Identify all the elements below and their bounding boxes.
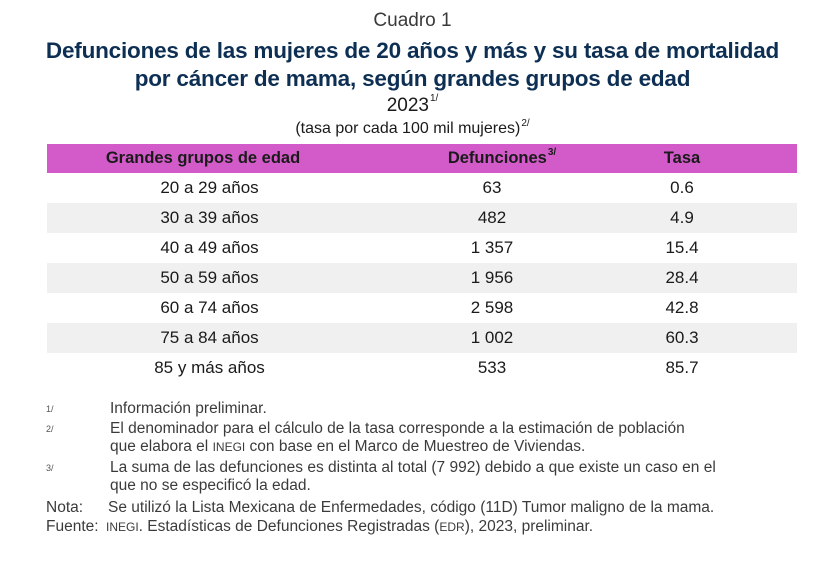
footnote-mark: 2/ [46,424,54,434]
table-row: 50 a 59 años 1 956 28.4 [47,263,797,293]
text: . Estadísticas de Defunciones Registrada… [138,518,440,535]
year-value: 2023 [386,95,429,116]
text: con base en el Marco de Muestreo de Vivi… [245,438,586,455]
nota-label: Nota: [46,499,84,516]
deaths-header-text: Defunciones [447,149,547,167]
deaths-cell: 1 956 [470,268,514,287]
age-group-cell: 20 a 29 años [160,178,259,197]
year-footnote-mark: 1/ [429,93,439,104]
table-row: 75 a 84 años 1 002 60.3 [47,323,797,353]
deaths-cell: 2 598 [470,298,514,317]
fuente-label: Fuente: [46,518,99,535]
title-line-2: por cáncer de mama, según grandes grupos… [134,66,691,91]
deaths-cell: 63 [482,178,502,197]
deaths-cell: 482 [477,208,507,227]
column-header-rate: Tasa [663,149,701,167]
table-row: 85 y más años 533 85.7 [47,353,797,383]
column-header-age-group: Grandes grupos de edad [105,149,301,167]
column-header-deaths: Defunciones3/ [417,147,567,168]
table-row: 40 a 49 años 1 357 15.4 [47,233,797,263]
deaths-footnote-mark: 3/ [547,147,557,158]
rate-cell: 15.4 [665,238,699,257]
footnote-text: Información preliminar. [110,400,267,417]
text: ), 2023, preliminar. [464,518,594,535]
title-line-1: Defunciones de las mujeres de 20 años y … [45,38,780,63]
units-text: (tasa por cada 100 mil mujeres) [295,120,521,137]
abbr-edr: EDR [439,520,465,534]
fuente-text: INEGI. Estadísticas de Defunciones Regis… [106,518,593,536]
footnote-text-line-2: que no se especificó la edad. [110,477,311,494]
age-group-cell: 30 a 39 años [160,208,259,227]
year-label: 20231/ [0,93,825,117]
text: que elabora el [110,438,213,455]
data-table: Grandes grupos de edad Defunciones3/ Tas… [47,144,797,383]
footnote-mark: 1/ [46,404,54,414]
deaths-cell: 1 357 [470,238,514,257]
age-group-cell: 60 a 74 años [160,298,259,317]
deaths-cell: 1 002 [470,328,514,347]
abbr-inegi: INEGI [212,440,246,454]
footnote-text-line-1: La suma de las defunciones es distinta a… [110,459,716,476]
deaths-cell: 533 [477,358,507,377]
age-group-cell: 75 a 84 años [160,328,259,347]
nota-text: Se utilizó la Lista Mexicana de Enfermed… [108,499,715,516]
rate-cell: 42.8 [665,298,699,317]
abbr-inegi: INEGI [106,520,139,534]
rate-cell: 0.6 [670,178,694,197]
table-number: Cuadro 1 [373,10,452,31]
age-group-cell: 40 a 49 años [160,238,259,257]
rate-cell: 28.4 [665,268,699,287]
table-title: Defunciones de las mujeres de 20 años y … [0,37,825,93]
rate-cell: 60.3 [665,328,699,347]
rate-cell: 4.9 [670,208,694,227]
footnote-mark: 3/ [46,463,54,473]
table-row: 30 a 39 años 482 4.9 [47,203,797,233]
footnote-text-line-1: El denominador para el cálculo de la tas… [110,420,685,437]
age-group-cell: 85 y más años [154,358,265,377]
table-header: Grandes grupos de edad Defunciones3/ Tas… [47,144,797,173]
age-group-cell: 50 a 59 años [160,268,259,287]
units-label: (tasa por cada 100 mil mujeres)2/ [0,118,825,138]
table-row: 60 a 74 años 2 598 42.8 [47,293,797,323]
rate-cell: 85.7 [665,358,699,377]
table-row: 20 a 29 años 63 0.6 [47,173,797,203]
units-footnote-mark: 2/ [521,118,530,129]
footnote-text-line-2: que elabora el INEGI con base en el Marc… [110,438,585,456]
